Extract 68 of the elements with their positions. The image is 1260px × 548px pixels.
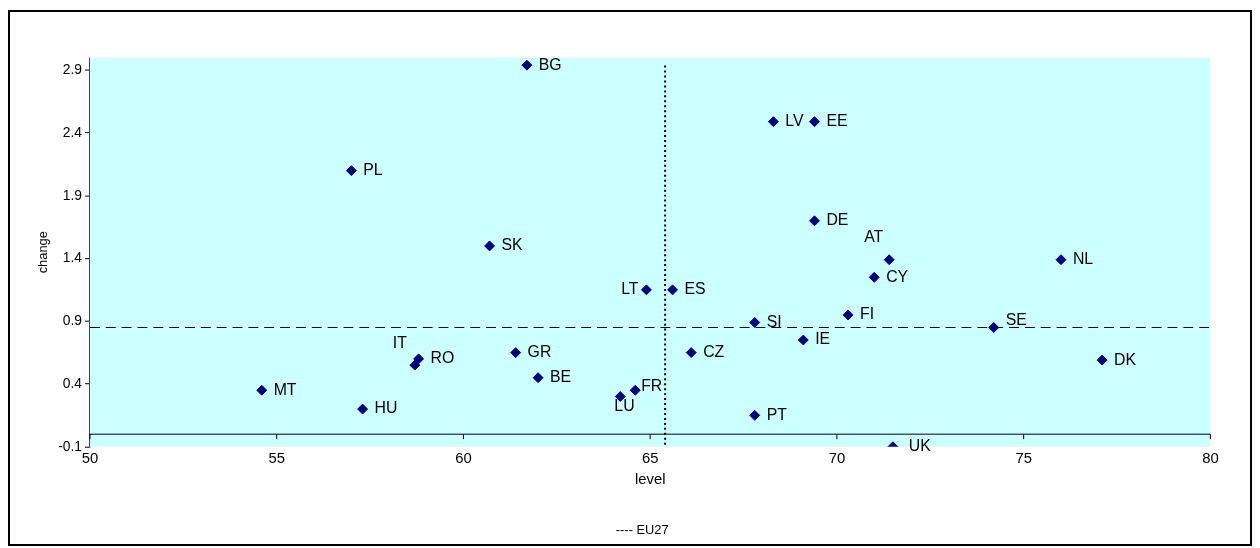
point (484, 240, 496, 252)
data-label: EE (826, 112, 848, 130)
point (1055, 254, 1067, 266)
point (685, 347, 697, 359)
data-label: PL (363, 160, 383, 178)
point (413, 353, 425, 365)
y-tick-label: -0.1 (58, 437, 83, 454)
point (510, 347, 522, 359)
point (256, 384, 268, 396)
point (749, 317, 761, 328)
data-label: AT (864, 228, 884, 246)
data-label: IT (392, 333, 408, 351)
data-label: UK (908, 437, 932, 455)
data-label: SI (766, 312, 782, 330)
point (640, 284, 652, 296)
data-label: MT (273, 380, 297, 398)
data-label: FR (641, 376, 663, 394)
point (767, 116, 779, 128)
data-label: DE (826, 211, 849, 229)
data-label: RO (430, 349, 455, 367)
point (629, 384, 641, 396)
y-tick-label: 2.4 (62, 123, 83, 140)
text: ---- EU27 (615, 521, 669, 537)
data-label: GR (527, 342, 552, 360)
data-label: BG (538, 55, 562, 73)
y-tick-label: 0.9 (62, 312, 83, 329)
data-label: ES (684, 280, 706, 298)
data-label: HU (374, 399, 398, 417)
data-label: SK (501, 236, 524, 254)
x-tick-label: 70 (828, 449, 846, 466)
y-tick-label: 1.4 (62, 249, 83, 266)
x-tick-label: 75 (1015, 449, 1032, 466)
data-label: LT (621, 280, 639, 298)
point (868, 271, 880, 283)
point (357, 403, 369, 415)
data-label: CY (886, 267, 909, 285)
point (749, 409, 761, 421)
point (809, 116, 820, 128)
data-label: PT (766, 405, 788, 423)
data-label: FI (859, 305, 875, 323)
point (667, 284, 679, 296)
point (797, 334, 809, 346)
y-tick-label: 1.9 (62, 186, 83, 203)
y-tick-label: 2.9 (62, 61, 83, 78)
x-tick-label: 65 (641, 449, 659, 466)
x-tick-label: 60 (455, 449, 472, 466)
x-tick-label: 55 (268, 449, 285, 466)
x-tick-label: 80 (1202, 449, 1219, 466)
point (1096, 354, 1108, 366)
data-label: LV (785, 112, 804, 130)
point (988, 322, 1000, 333)
point (842, 309, 854, 321)
point (345, 165, 357, 177)
y-axis-title: change (35, 231, 51, 274)
y-tick-label: 0.4 (62, 374, 83, 391)
point (883, 254, 895, 266)
data-label: IE (815, 330, 831, 348)
x-axis-title: level (634, 470, 666, 487)
data-label: CZ (703, 342, 725, 360)
data-label: SE (1005, 310, 1027, 328)
point (809, 215, 820, 227)
data-label: BE (550, 368, 572, 386)
point (521, 59, 533, 71)
data-label: DK (1113, 350, 1137, 368)
point (532, 372, 544, 384)
x-tick-label: 50 (81, 449, 99, 466)
data-label: NL (1072, 250, 1094, 268)
data-label: LU (614, 396, 635, 414)
